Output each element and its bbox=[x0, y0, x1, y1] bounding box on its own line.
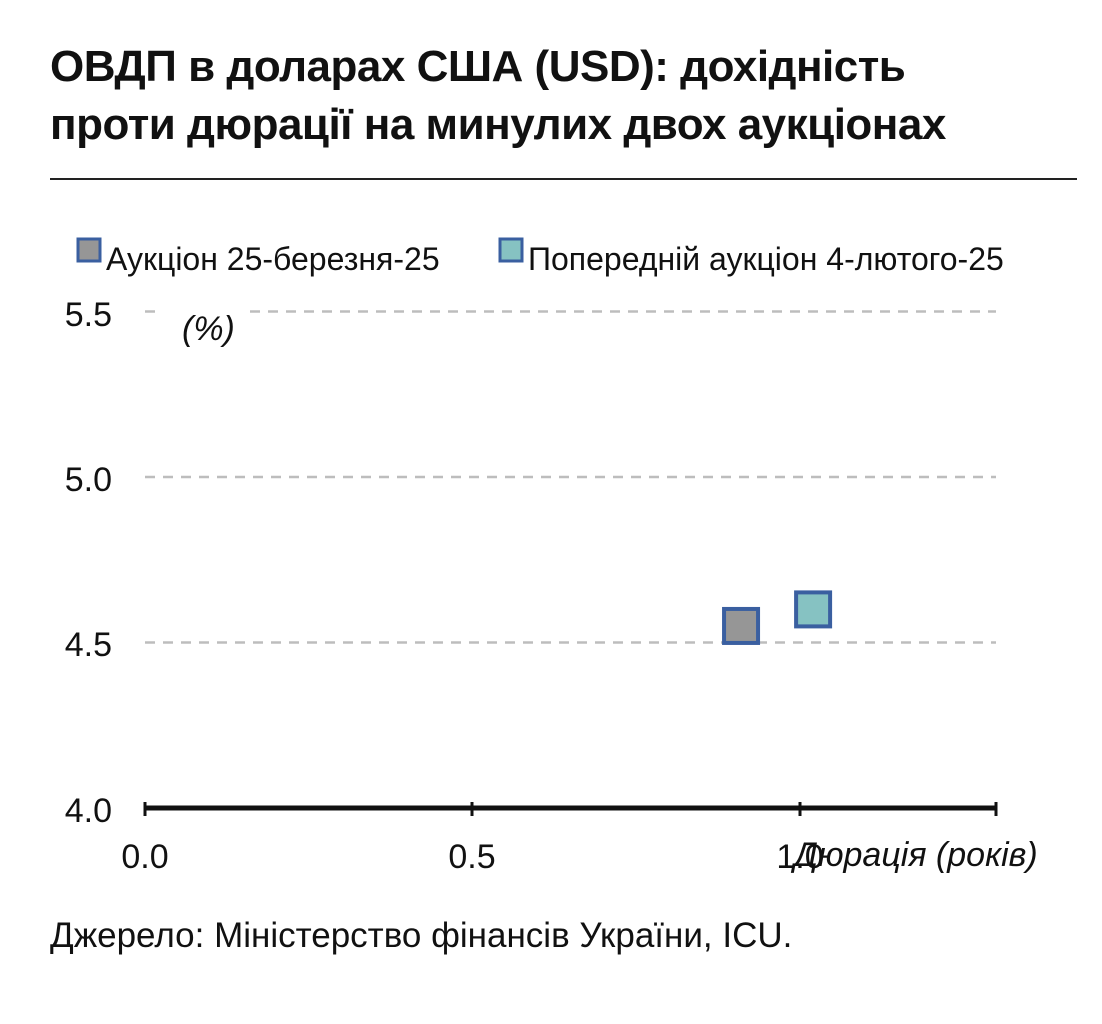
scatter-chart: Аукціон 25-березня-25 Попередній аукціон… bbox=[65, 237, 1038, 876]
x-tick-label: 0.0 bbox=[121, 838, 168, 876]
legend-label-auction-february: Попередній аукціон 4-лютого-25 bbox=[528, 241, 1004, 277]
title-line-2: проти дюрації на минулих двох аукціонах bbox=[50, 100, 946, 149]
title-divider bbox=[50, 178, 1077, 180]
y-tick-label: 4.5 bbox=[65, 626, 112, 664]
y-axis-title: (%) bbox=[182, 310, 235, 348]
data-points bbox=[722, 590, 833, 645]
point-auction-march bbox=[722, 606, 761, 645]
y-tick-label: 4.0 bbox=[65, 792, 112, 830]
point-auction-february bbox=[794, 590, 833, 629]
legend-swatch-auction-february bbox=[498, 237, 524, 263]
gridlines bbox=[145, 310, 996, 644]
y-tick-label: 5.0 bbox=[65, 461, 112, 499]
chart-title: ОВДП в доларах США (USD): дохідність про… bbox=[50, 38, 1070, 154]
legend-item-auction-march: Аукціон 25-березня-25 bbox=[76, 237, 440, 277]
x-axis-title: Дюрація (років) bbox=[790, 836, 1038, 874]
legend-item-auction-february: Попередній аукціон 4-лютого-25 bbox=[498, 237, 1004, 277]
title-line-1: ОВДП в доларах США (USD): дохідність bbox=[50, 42, 906, 91]
legend-label-auction-march: Аукціон 25-березня-25 bbox=[106, 241, 440, 277]
legend-swatch-auction-march bbox=[76, 237, 102, 263]
legend: Аукціон 25-березня-25 Попередній аукціон… bbox=[76, 237, 1004, 277]
y-axis: 4.0 4.5 5.0 5.5 bbox=[65, 296, 112, 830]
x-tick-label: 1.0 bbox=[776, 838, 823, 876]
x-tick-label: 0.5 bbox=[448, 838, 495, 876]
x-axis: 0.0 0.5 1.0 bbox=[121, 838, 823, 876]
source-note: Джерело: Міністерство фінансів України, … bbox=[50, 916, 793, 955]
y-tick-label: 5.5 bbox=[65, 296, 112, 334]
